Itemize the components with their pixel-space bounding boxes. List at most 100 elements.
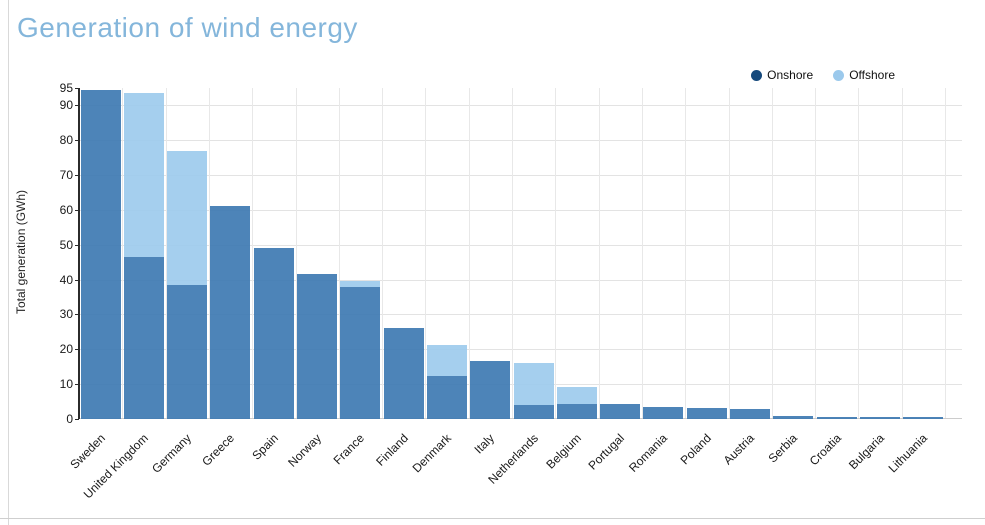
onshore-segment[interactable] (773, 415, 814, 419)
bar-sweden[interactable] (80, 89, 121, 419)
bar-norway[interactable] (297, 274, 337, 419)
y-tick-label: 80 (59, 133, 73, 148)
y-tick-label: 70 (59, 168, 73, 183)
onshore-segment[interactable] (859, 417, 900, 419)
v-gridline (598, 88, 600, 419)
bar-italy[interactable] (470, 361, 511, 419)
offshore-legend-dot-icon (833, 69, 845, 81)
v-gridline (555, 88, 557, 419)
y-tick-label: 0 (66, 412, 73, 426)
plot-area (79, 88, 962, 419)
bar-lithuania[interactable] (903, 416, 944, 419)
v-gridline (295, 88, 297, 419)
h-gridline (79, 244, 962, 246)
y-tick-label: 40 (59, 272, 73, 287)
v-gridline (685, 88, 687, 419)
bar-united-kingdom[interactable] (123, 93, 164, 419)
y-tick-mark (75, 175, 79, 177)
v-gridline (858, 88, 860, 419)
bar-portugal[interactable] (600, 403, 641, 419)
h-gridline (79, 349, 962, 351)
legend-label: Onshore (767, 68, 814, 82)
h-gridline (79, 279, 962, 281)
h-gridline (79, 175, 962, 177)
y-tick-mark (75, 88, 79, 89)
onshore-legend-dot-icon (751, 69, 763, 81)
v-gridline (728, 88, 730, 419)
offshore-segment[interactable] (556, 386, 597, 404)
v-gridline (771, 88, 773, 419)
v-gridline (252, 88, 254, 419)
y-tick-mark (75, 140, 79, 142)
onshore-segment[interactable] (123, 256, 164, 419)
v-gridline (901, 88, 903, 419)
onshore-segment[interactable] (470, 361, 511, 419)
v-gridline (165, 88, 167, 419)
onshore-segment[interactable] (730, 408, 770, 419)
h-gridline (79, 314, 962, 316)
y-tick-mark (75, 384, 79, 386)
bar-germany[interactable] (167, 150, 208, 419)
v-gridline (382, 88, 384, 419)
y-tick-mark (75, 105, 79, 107)
onshore-segment[interactable] (297, 274, 337, 419)
window-left-border (8, 0, 9, 525)
bar-belgium[interactable] (556, 386, 597, 419)
x-tick-label: Sweden (66, 431, 108, 472)
onshore-segment[interactable] (426, 376, 467, 419)
v-gridline (468, 88, 470, 419)
y-axis-title: Total generation (GWh) (14, 189, 28, 315)
onshore-segment[interactable] (253, 248, 294, 419)
onshore-segment[interactable] (80, 89, 121, 419)
bar-serbia[interactable] (773, 415, 814, 419)
y-axis-line (78, 88, 80, 419)
bar-romania[interactable] (643, 407, 684, 419)
offshore-segment[interactable] (167, 150, 208, 285)
v-gridline (122, 88, 124, 419)
onshore-segment[interactable] (686, 407, 727, 419)
h-gridline (79, 105, 962, 107)
v-gridline (641, 88, 643, 419)
v-gridline (208, 88, 210, 419)
onshore-segment[interactable] (210, 206, 251, 419)
bar-austria[interactable] (730, 408, 770, 419)
y-tick-label: 50 (59, 237, 73, 252)
legend: Onshore Offshore (751, 68, 895, 82)
bar-denmark[interactable] (426, 344, 467, 419)
h-gridline (79, 209, 962, 211)
onshore-segment[interactable] (643, 407, 684, 419)
onshore-segment[interactable] (556, 403, 597, 419)
v-gridline (338, 88, 340, 419)
bar-finland[interactable] (383, 328, 424, 419)
y-tick-mark (75, 349, 79, 351)
bar-greece[interactable] (210, 206, 251, 419)
bar-france[interactable] (340, 281, 381, 419)
y-tick-mark (75, 209, 79, 211)
bar-poland[interactable] (686, 407, 727, 419)
y-tick-mark (75, 419, 79, 420)
offshore-segment[interactable] (340, 281, 381, 287)
page-title: Generation of wind energy (17, 12, 358, 43)
y-tick-mark (75, 244, 79, 246)
offshore-segment[interactable] (513, 362, 554, 406)
legend-item-onshore[interactable]: Onshore (751, 68, 813, 82)
onshore-segment[interactable] (600, 403, 641, 419)
y-tick-mark (75, 279, 79, 281)
offshore-segment[interactable] (123, 93, 164, 257)
bar-netherlands[interactable] (513, 362, 554, 419)
bar-bulgaria[interactable] (859, 417, 900, 419)
bar-croatia[interactable] (816, 416, 857, 419)
onshore-segment[interactable] (340, 286, 381, 419)
onshore-segment[interactable] (903, 416, 944, 419)
legend-item-offshore[interactable]: Offshore (833, 68, 895, 82)
onshore-segment[interactable] (383, 328, 424, 419)
v-gridline (512, 88, 513, 419)
y-tick-label: 10 (59, 377, 73, 392)
h-gridline (79, 140, 962, 142)
offshore-segment[interactable] (426, 344, 467, 377)
onshore-segment[interactable] (816, 416, 857, 419)
bar-spain[interactable] (253, 248, 294, 419)
onshore-segment[interactable] (167, 284, 208, 419)
onshore-segment[interactable] (513, 405, 554, 419)
v-gridline (815, 88, 817, 419)
